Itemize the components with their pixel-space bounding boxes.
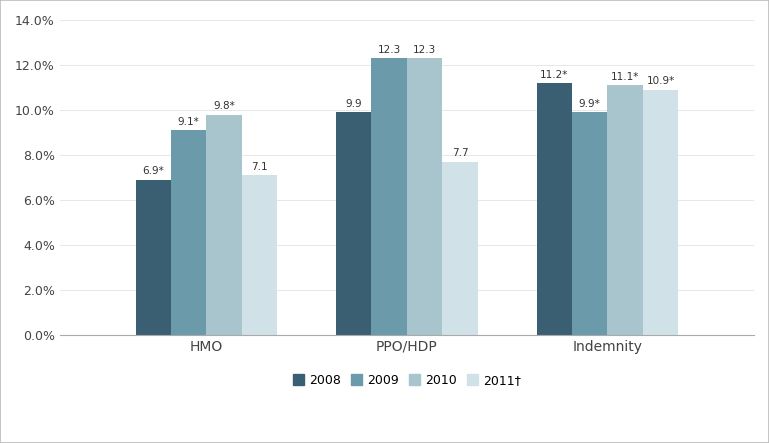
Text: 7.7: 7.7 xyxy=(451,148,468,159)
Text: 7.1: 7.1 xyxy=(251,162,268,172)
Bar xyxy=(241,175,277,335)
Bar xyxy=(608,85,643,335)
Bar xyxy=(442,162,478,335)
Text: 12.3: 12.3 xyxy=(413,45,436,55)
Text: 9.9: 9.9 xyxy=(345,99,362,109)
Bar xyxy=(572,112,608,335)
Bar xyxy=(371,58,407,335)
Text: 10.9*: 10.9* xyxy=(647,76,674,86)
Text: 11.2*: 11.2* xyxy=(540,70,568,80)
Bar xyxy=(336,112,371,335)
Bar xyxy=(643,90,678,335)
Bar xyxy=(135,180,171,335)
Bar xyxy=(537,83,572,335)
Text: 9.8*: 9.8* xyxy=(213,101,235,111)
Text: 9.9*: 9.9* xyxy=(579,99,601,109)
Text: 6.9*: 6.9* xyxy=(142,167,164,176)
Text: 12.3: 12.3 xyxy=(378,45,401,55)
Legend: 2008, 2009, 2010, 2011†: 2008, 2009, 2010, 2011† xyxy=(288,369,526,392)
Bar xyxy=(407,58,442,335)
Bar xyxy=(171,130,206,335)
Text: 11.1*: 11.1* xyxy=(611,72,639,82)
Text: 9.1*: 9.1* xyxy=(178,117,199,127)
Bar xyxy=(206,114,241,335)
